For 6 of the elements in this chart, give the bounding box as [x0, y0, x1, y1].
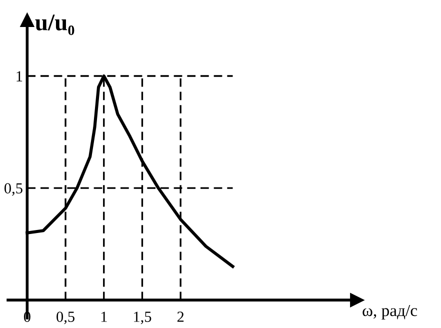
x-tick-label: 2 [177, 312, 184, 322]
x-tick-label: 0,5 [56, 312, 74, 324]
x-tick-label: 1 [101, 312, 107, 322]
x-tick-label: 1,5 [134, 312, 152, 324]
x-axis-title: ω, рад/с [362, 305, 418, 320]
y-axis-title: u/u₀ [35, 14, 74, 36]
